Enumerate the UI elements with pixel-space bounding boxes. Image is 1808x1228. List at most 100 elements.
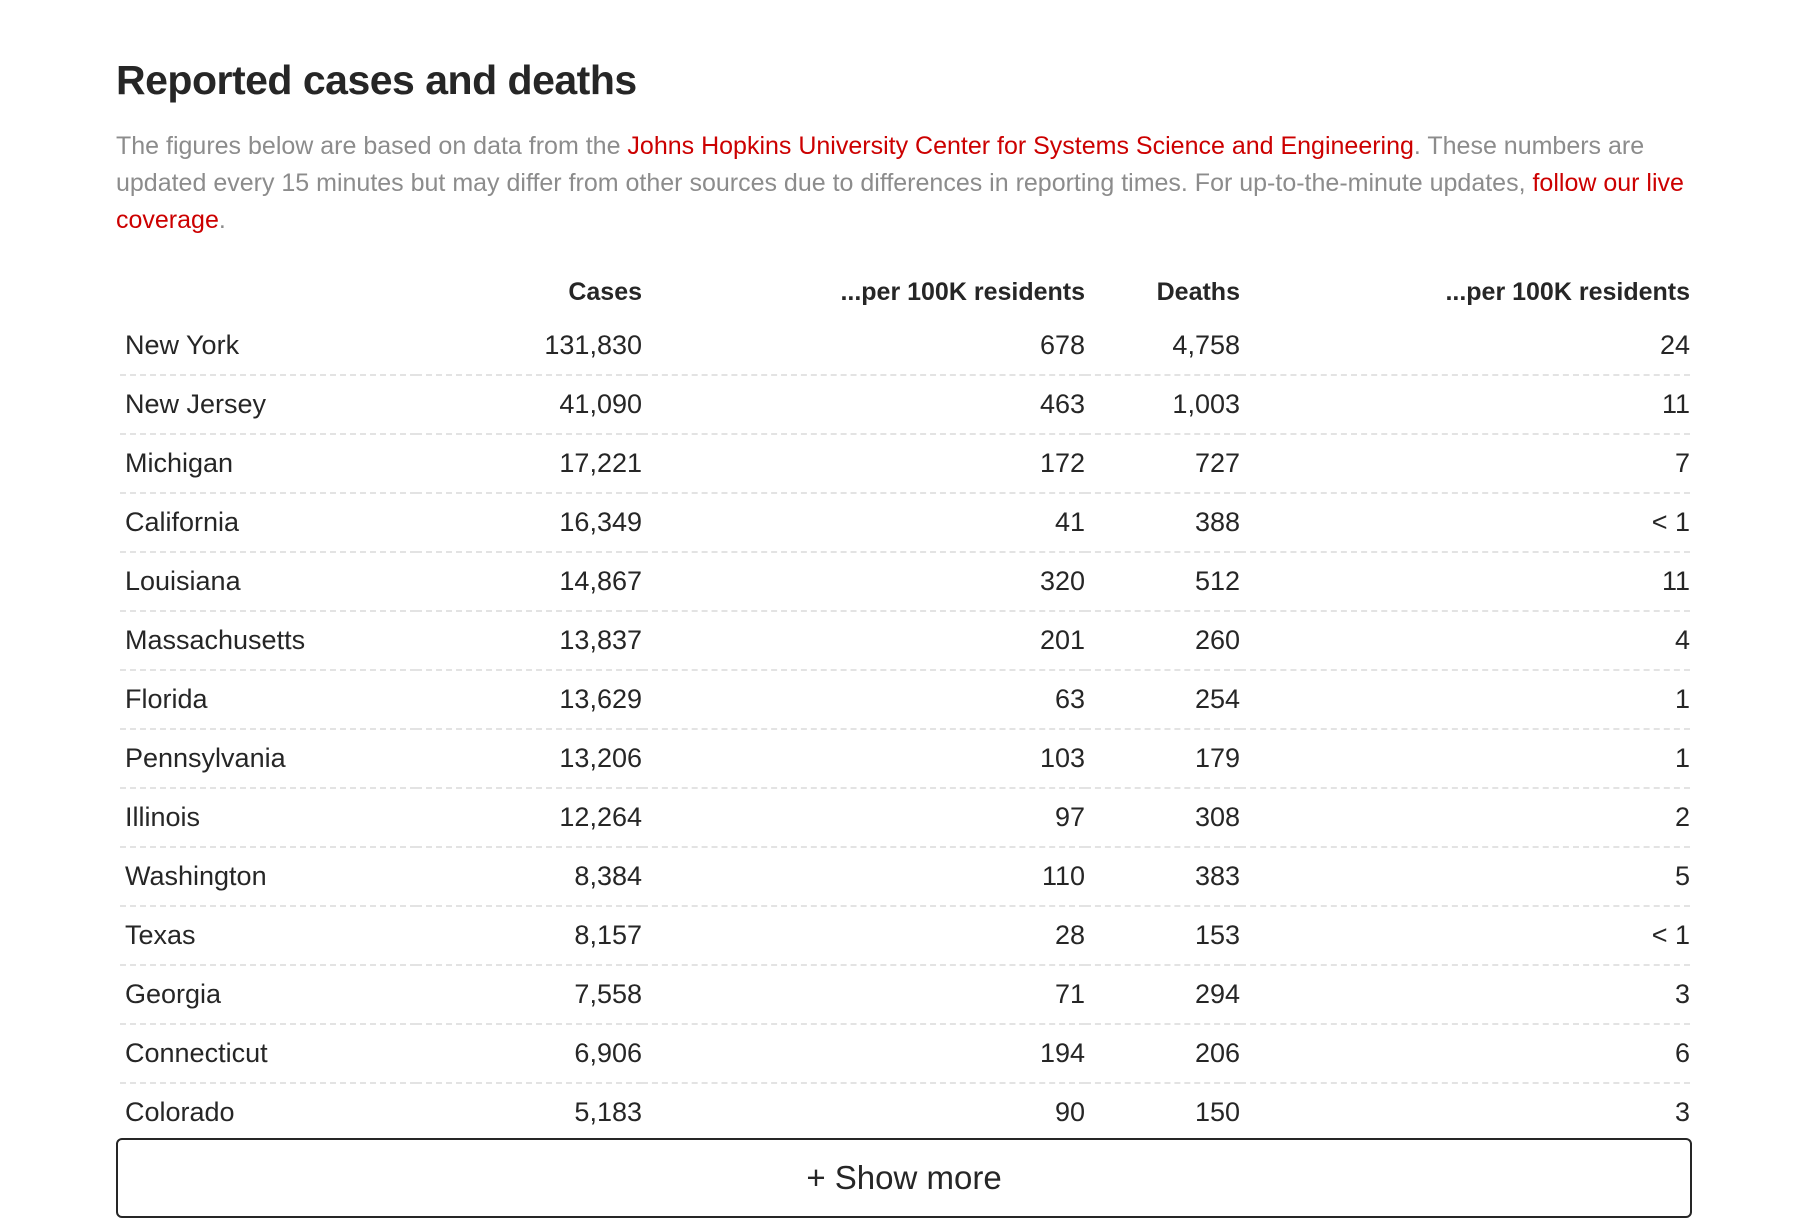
deaths-per-100k-cell: 11 — [1240, 375, 1690, 435]
deaths-cell: 383 — [1085, 847, 1240, 907]
show-more-button[interactable]: + Show more — [116, 1138, 1692, 1218]
deaths-per-100k-cell: 3 — [1240, 1083, 1690, 1143]
state-cell: Texas — [120, 906, 416, 966]
table-row: Pennsylvania 13,206 103 179 1 — [120, 729, 1690, 789]
cases-cell: 17,221 — [416, 434, 642, 494]
deaths-per-100k-cell: 11 — [1240, 552, 1690, 612]
state-cell: Florida — [120, 670, 416, 730]
deaths-per-100k-cell: < 1 — [1240, 493, 1690, 553]
cases-per-100k-cell: 201 — [642, 611, 1085, 671]
cases-cell: 7,558 — [416, 965, 642, 1025]
deaths-per-100k-cell: 6 — [1240, 1024, 1690, 1084]
table-row: Connecticut 6,906 194 206 6 — [120, 1024, 1690, 1084]
deaths-cell: 150 — [1085, 1083, 1240, 1143]
state-cell: Washington — [120, 847, 416, 907]
intro-text-before: The figures below are based on data from… — [116, 132, 628, 160]
state-cell: New York — [120, 317, 416, 376]
table-row: New Jersey 41,090 463 1,003 11 — [120, 375, 1690, 435]
table-row: Illinois 12,264 97 308 2 — [120, 788, 1690, 848]
state-cell: Massachusetts — [120, 611, 416, 671]
deaths-cell: 512 — [1085, 552, 1240, 612]
cases-cell: 131,830 — [416, 317, 642, 376]
deaths-per-100k-cell: 1 — [1240, 670, 1690, 730]
state-cell: Pennsylvania — [120, 729, 416, 789]
cases-per-100k-cell: 678 — [642, 317, 1085, 376]
cases-deaths-section: Reported cases and deaths The figures be… — [116, 52, 1692, 1143]
cases-per-100k-cell: 103 — [642, 729, 1085, 789]
intro-text-middle: . These numbers are updated every 15 min… — [116, 132, 1645, 197]
cases-cell: 14,867 — [416, 552, 642, 612]
deaths-per-100k-cell: 3 — [1240, 965, 1690, 1025]
deaths-per-100k-cell: 7 — [1240, 434, 1690, 494]
table-header: Cases ...per 100K residents Deaths ...pe… — [120, 277, 1690, 317]
deaths-cell: 4,758 — [1085, 317, 1240, 376]
deaths-cell: 260 — [1085, 611, 1240, 671]
cases-cell: 6,906 — [416, 1024, 642, 1084]
cases-cell: 13,837 — [416, 611, 642, 671]
intro-text-after: . — [218, 206, 226, 234]
deaths-cell: 1,003 — [1085, 375, 1240, 435]
header-deaths: Deaths — [1156, 278, 1240, 306]
cases-per-100k-cell: 97 — [642, 788, 1085, 848]
cases-per-100k-cell: 463 — [642, 375, 1085, 435]
deaths-per-100k-cell: < 1 — [1240, 906, 1690, 966]
cases-cell: 13,629 — [416, 670, 642, 730]
deaths-per-100k-cell: 1 — [1240, 729, 1690, 789]
cases-cell: 13,206 — [416, 729, 642, 789]
deaths-cell: 206 — [1085, 1024, 1240, 1084]
table-row: Massachusetts 13,837 201 260 4 — [120, 611, 1690, 671]
cases-per-100k-cell: 194 — [642, 1024, 1085, 1084]
header-cases-per-100k: ...per 100K residents — [840, 278, 1085, 306]
table-row: Colorado 5,183 90 150 3 — [120, 1083, 1690, 1143]
cases-cell: 8,157 — [416, 906, 642, 966]
header-state — [120, 277, 416, 317]
deaths-cell: 388 — [1085, 493, 1240, 553]
deaths-per-100k-cell: 24 — [1240, 317, 1690, 376]
header-deaths-per-100k: ...per 100K residents — [1445, 278, 1690, 306]
deaths-cell: 727 — [1085, 434, 1240, 494]
state-cell: California — [120, 493, 416, 553]
state-cell: Louisiana — [120, 552, 416, 612]
deaths-cell: 308 — [1085, 788, 1240, 848]
cases-table: Cases ...per 100K residents Deaths ...pe… — [120, 277, 1690, 1143]
jhu-source-link[interactable]: Johns Hopkins University Center for Syst… — [627, 132, 1414, 160]
table-body: New York 131,830 678 4,758 24 New Jersey 41,09… — [120, 317, 1690, 1143]
deaths-per-100k-cell: 2 — [1240, 788, 1690, 848]
state-cell: Georgia — [120, 965, 416, 1025]
cases-cell: 41,090 — [416, 375, 642, 435]
cases-cell: 8,384 — [416, 847, 642, 907]
deaths-per-100k-cell: 5 — [1240, 847, 1690, 907]
cases-per-100k-cell: 71 — [642, 965, 1085, 1025]
table-row: California 16,349 41 388 < 1 — [120, 493, 1690, 553]
header-cases: Cases — [568, 278, 642, 306]
cases-per-100k-cell: 63 — [642, 670, 1085, 730]
table-row: Florida 13,629 63 254 1 — [120, 670, 1690, 730]
table-row: Georgia 7,558 71 294 3 — [120, 965, 1690, 1025]
cases-per-100k-cell: 41 — [642, 493, 1085, 553]
deaths-cell: 294 — [1085, 965, 1240, 1025]
cases-per-100k-cell: 320 — [642, 552, 1085, 612]
cases-cell: 12,264 — [416, 788, 642, 848]
cases-cell: 5,183 — [416, 1083, 642, 1143]
deaths-cell: 179 — [1085, 729, 1240, 789]
table-row: Michigan 17,221 172 727 7 — [120, 434, 1690, 494]
header-row: Cases ...per 100K residents Deaths ...pe… — [120, 277, 1690, 317]
deaths-cell: 254 — [1085, 670, 1240, 730]
cases-per-100k-cell: 110 — [642, 847, 1085, 907]
cases-per-100k-cell: 90 — [642, 1083, 1085, 1143]
deaths-per-100k-cell: 4 — [1240, 611, 1690, 671]
table-row: Texas 8,157 28 153 < 1 — [120, 906, 1690, 966]
state-cell: Connecticut — [120, 1024, 416, 1084]
table-row: Washington 8,384 110 383 5 — [120, 847, 1690, 907]
cases-cell: 16,349 — [416, 493, 642, 553]
section-title: Reported cases and deaths — [116, 57, 637, 103]
table-row: Louisiana 14,867 320 512 11 — [120, 552, 1690, 612]
deaths-cell: 153 — [1085, 906, 1240, 966]
table-row: New York 131,830 678 4,758 24 — [120, 317, 1690, 376]
intro-paragraph: The figures below are based on data from… — [116, 128, 1692, 239]
state-cell: Colorado — [120, 1083, 416, 1143]
state-cell: New Jersey — [120, 375, 416, 435]
state-cell: Michigan — [120, 434, 416, 494]
cases-per-100k-cell: 172 — [642, 434, 1085, 494]
live-coverage-link[interactable]: follow our live coverage — [116, 169, 1684, 234]
